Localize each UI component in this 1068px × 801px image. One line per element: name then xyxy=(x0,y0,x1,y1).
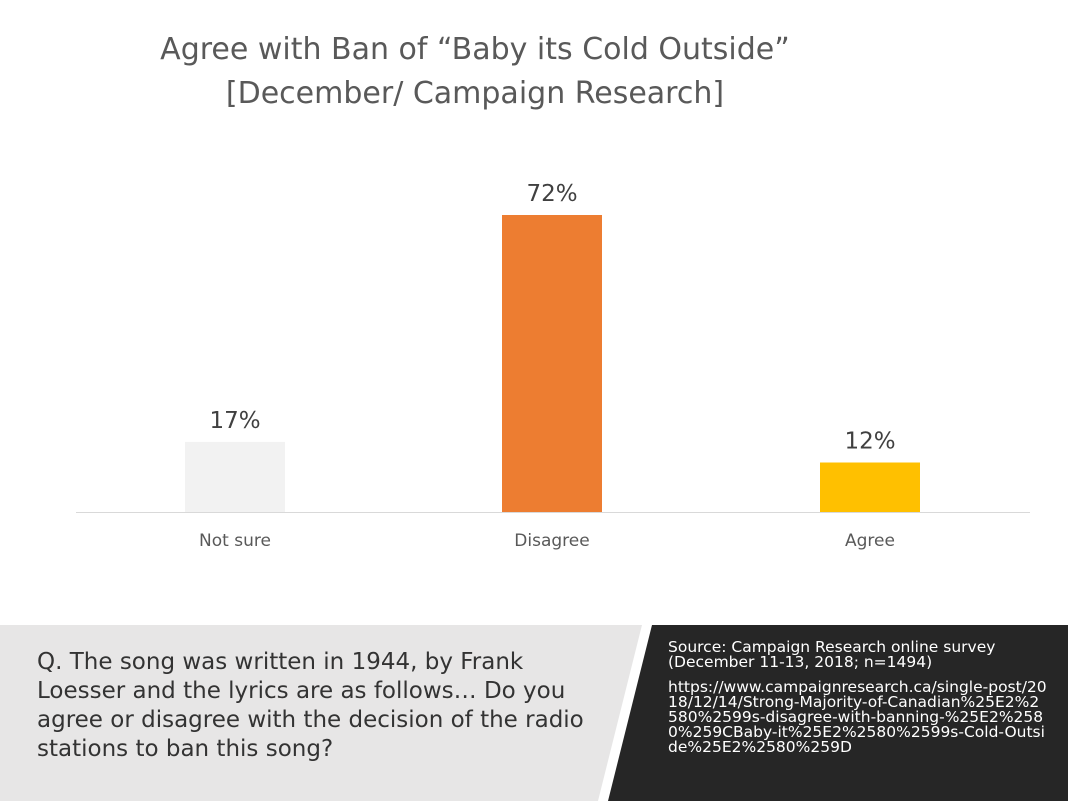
bar-agree xyxy=(820,462,920,512)
category-label-2: Agree xyxy=(845,531,895,551)
bar-chart: 17% Not sure 72% Disagree 12% Agree xyxy=(76,181,1030,551)
data-label-1: 72% xyxy=(526,181,577,207)
survey-question: Q. The song was written in 1944, by Fran… xyxy=(37,649,584,762)
bar-disagree xyxy=(502,215,602,512)
source-url-text: https://www.campaignresearch.ca/single-p… xyxy=(668,678,1047,756)
data-label-2: 12% xyxy=(844,429,895,455)
chart-title-line2: [December/ Campaign Research] xyxy=(225,76,725,111)
category-label-1: Disagree xyxy=(514,531,589,551)
data-label-0: 17% xyxy=(209,408,260,434)
bar-not-sure xyxy=(185,441,285,512)
category-label-0: Not sure xyxy=(199,531,271,551)
source-dates: (December 11-13, 2018; n=1494) xyxy=(668,653,933,671)
source-note: Source: Campaign Research online survey … xyxy=(668,638,1048,756)
chart-title-line1: Agree with Ban of “Baby its Cold Outside… xyxy=(160,32,790,67)
question-panel-background xyxy=(0,625,1068,801)
source-title: Source: Campaign Research online survey xyxy=(668,638,996,656)
